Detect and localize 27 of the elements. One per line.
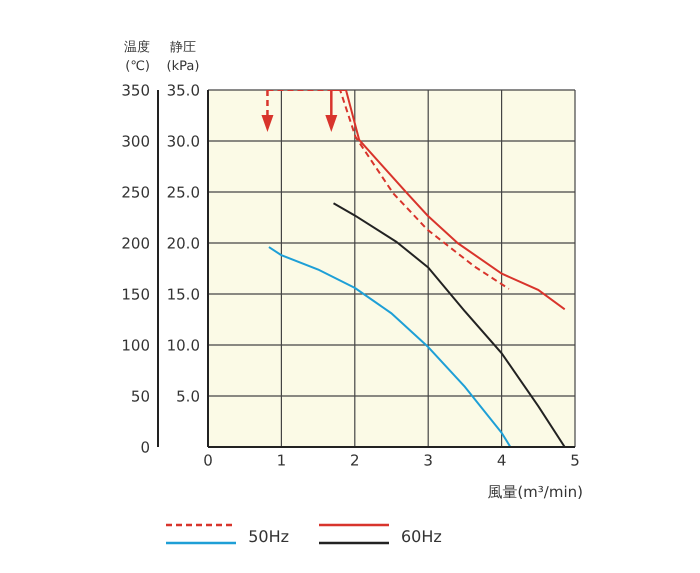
x-tick-label: 2 <box>350 452 360 470</box>
y-tick-label: 20.0 <box>166 234 200 252</box>
y-tick-label: 5.0 <box>176 387 200 406</box>
y2-tick-label: 100 <box>121 336 150 354</box>
y-tick-label: 15.0 <box>166 285 200 304</box>
y2-tick-label: 350 <box>121 81 150 100</box>
y2-tick-label: 50 <box>130 387 150 406</box>
y2-axis-title: 温度 (℃) <box>123 39 150 76</box>
y-axis-title: 静圧 (kPa) <box>166 39 200 76</box>
y-tick-label: 10.0 <box>166 336 200 354</box>
legend-label: 50Hz <box>248 526 289 546</box>
x-tick-label: 0 <box>203 452 213 470</box>
y-tick-label: 30.0 <box>166 132 200 150</box>
y2-tick-label: 0 <box>140 438 150 456</box>
x-tick-label: 1 <box>276 452 286 470</box>
legend-label: 60Hz <box>401 526 442 546</box>
y2-tick-label: 200 <box>121 234 150 252</box>
x-tick-label: 3 <box>423 452 433 470</box>
x-axis-title: 風量(m³/min) <box>486 483 583 502</box>
y2-tick-label: 250 <box>121 183 150 202</box>
y2-tick-label: 300 <box>121 132 150 150</box>
x-tick-label: 5 <box>570 452 580 470</box>
x-tick-label: 4 <box>496 452 506 470</box>
y-tick-label: 25.0 <box>166 183 200 202</box>
line-series <box>268 246 512 447</box>
y2-tick-label: 150 <box>121 285 150 304</box>
y-tick-label: 35.0 <box>166 81 200 100</box>
